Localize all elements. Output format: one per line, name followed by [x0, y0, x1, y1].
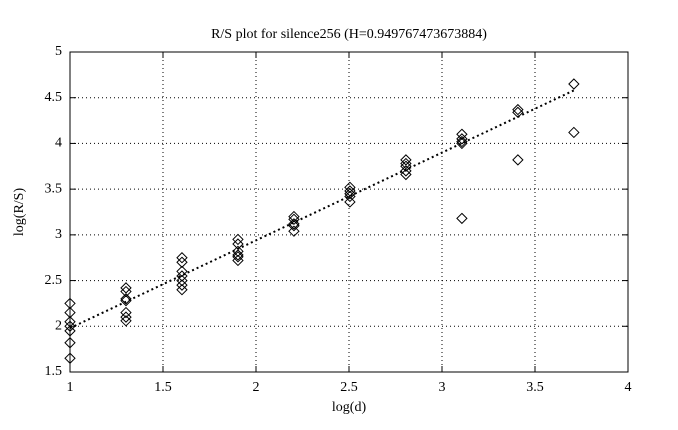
- y-tick-label: 4.5: [45, 90, 63, 105]
- y-tick-label: 4: [55, 136, 62, 151]
- x-axis-label: log(d): [332, 400, 367, 415]
- diamond-marker: [344, 181, 356, 194]
- diamond-marker: [120, 306, 132, 319]
- y-tick-label: 2: [55, 319, 62, 334]
- diamond-marker: [64, 297, 76, 310]
- y-tick-label: 3.5: [45, 181, 63, 196]
- diamond-marker: [400, 168, 412, 181]
- diamond-marker: [512, 154, 524, 166]
- diamond-marker: [232, 254, 244, 267]
- diamond-marker: [176, 256, 188, 268]
- diamond-marker: [456, 135, 468, 148]
- diamond-marker: [568, 78, 580, 90]
- diamond-marker: [64, 316, 76, 328]
- diamond-marker: [344, 185, 356, 197]
- diamond-marker: [64, 320, 76, 332]
- diamond-marker: [288, 218, 300, 230]
- diamond-marker: [288, 213, 300, 226]
- x-tick-label: 1: [67, 380, 74, 395]
- diamond-marker: [232, 251, 244, 263]
- y-tick-label: 5: [55, 44, 62, 59]
- chart-title: R/S plot for silence256 (H=0.94976747367…: [211, 27, 487, 42]
- diamond-marker: [120, 311, 132, 323]
- diamond-marker: [176, 252, 188, 264]
- diamond-marker: [512, 103, 524, 116]
- diamond-marker: [120, 315, 132, 327]
- diamond-marker: [120, 293, 132, 305]
- diamond-marker: [400, 165, 412, 177]
- diamond-marker: [176, 279, 188, 291]
- diamond-marker: [64, 306, 76, 319]
- diamond-marker: [64, 337, 76, 349]
- x-tick-label: 4: [625, 380, 632, 395]
- diamond-marker: [120, 285, 132, 298]
- diamond-marker: [344, 196, 356, 208]
- y-axis-label: log(R/S): [12, 188, 27, 237]
- x-tick-label: 2.5: [340, 380, 358, 395]
- diamond-marker: [176, 284, 188, 296]
- diamond-marker: [64, 352, 76, 364]
- diamond-marker: [400, 154, 412, 166]
- diamond-marker: [344, 188, 356, 200]
- diamond-marker: [120, 282, 132, 294]
- diamond-marker: [120, 294, 132, 307]
- diamond-marker: [568, 126, 580, 139]
- y-tick-label: 1.5: [45, 364, 63, 379]
- diamond-marker: [232, 233, 244, 246]
- diamond-marker: [344, 190, 356, 203]
- diamond-marker: [176, 265, 188, 278]
- y-tick-label: 3: [55, 227, 62, 242]
- diamond-marker: [288, 210, 300, 223]
- x-tick-label: 1.5: [154, 380, 172, 395]
- diamond-marker: [456, 212, 468, 225]
- diamond-marker: [232, 245, 244, 258]
- x-tick-label: 3.5: [526, 380, 544, 395]
- y-tick-label: 2.5: [45, 273, 63, 288]
- diamond-marker: [288, 225, 300, 237]
- diamond-marker: [64, 325, 76, 337]
- diamond-marker: [232, 249, 244, 261]
- plot-frame: [69, 51, 629, 373]
- diamond-marker: [176, 270, 188, 282]
- diamond-marker: [400, 160, 412, 172]
- diamond-marker: [288, 220, 300, 232]
- x-tick-label: 3: [439, 380, 446, 395]
- diamond-marker: [456, 128, 468, 140]
- diamond-marker: [176, 274, 188, 287]
- x-tick-label: 2: [253, 380, 260, 395]
- diamond-marker: [456, 133, 468, 145]
